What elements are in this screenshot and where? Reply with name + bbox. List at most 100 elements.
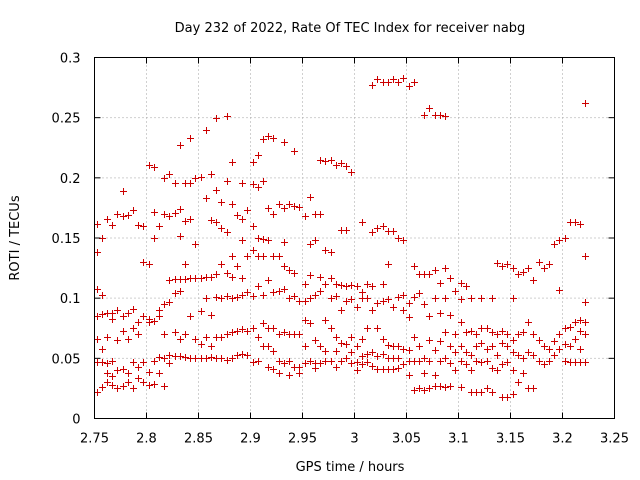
data-point [421, 370, 428, 377]
data-point [120, 188, 127, 195]
data-point [406, 83, 413, 90]
data-point [187, 180, 194, 187]
data-point [114, 367, 121, 374]
data-point [265, 205, 272, 212]
data-point [239, 326, 246, 333]
data-point [499, 263, 506, 270]
data-point [260, 292, 267, 299]
data-point [463, 329, 470, 336]
data-point [203, 334, 210, 341]
data-point [151, 318, 158, 325]
data-point [270, 135, 277, 142]
data-point [255, 184, 262, 191]
data-point [562, 358, 569, 365]
data-point [406, 347, 413, 354]
data-point [494, 352, 501, 359]
data-point [161, 301, 168, 308]
data-point [213, 115, 220, 122]
data-point [478, 340, 485, 347]
data-point [135, 375, 142, 382]
data-point [359, 336, 366, 343]
data-point [364, 281, 371, 288]
data-point [468, 352, 475, 359]
data-point [400, 346, 407, 353]
data-point [473, 358, 480, 365]
data-point [530, 331, 537, 338]
data-point [224, 357, 231, 364]
data-point [484, 325, 491, 332]
data-point [312, 365, 319, 372]
data-point [140, 379, 147, 386]
data-point [270, 253, 277, 260]
data-point [525, 319, 532, 326]
data-point [140, 223, 147, 230]
data-point [224, 331, 231, 338]
data-point [203, 355, 210, 362]
data-point [452, 349, 459, 356]
data-point [312, 292, 319, 299]
y-tick-label: 0.1 [60, 292, 81, 307]
data-point [322, 247, 329, 254]
data-point [109, 358, 116, 365]
data-point [140, 259, 147, 266]
data-point [416, 358, 423, 365]
data-point [296, 364, 303, 371]
data-point [125, 336, 132, 343]
data-point [146, 369, 153, 376]
data-point [577, 346, 584, 353]
data-point [270, 325, 277, 332]
data-point [286, 295, 293, 302]
data-point [281, 329, 288, 336]
data-point [541, 265, 548, 272]
data-point [250, 325, 257, 332]
data-point [489, 295, 496, 302]
data-point [218, 261, 225, 268]
data-point [390, 366, 397, 373]
data-point [229, 253, 236, 260]
data-point [510, 367, 517, 374]
data-point [151, 164, 158, 171]
data-point [385, 261, 392, 268]
data-point [208, 274, 215, 281]
data-point [234, 263, 241, 270]
data-point [307, 272, 314, 279]
data-point [354, 359, 361, 366]
data-point [380, 351, 387, 358]
data-point [447, 360, 454, 367]
data-point [120, 383, 127, 390]
data-point [302, 281, 309, 288]
data-point [125, 310, 132, 317]
data-point [125, 212, 132, 219]
data-point [343, 283, 350, 290]
data-point [463, 349, 470, 356]
data-point [291, 148, 298, 155]
data-point [198, 308, 205, 315]
data-point [478, 325, 485, 332]
data-point [452, 288, 459, 295]
data-point [348, 296, 355, 303]
data-point [146, 382, 153, 389]
data-point [577, 328, 584, 335]
data-point [218, 225, 225, 232]
data-point [229, 274, 236, 281]
data-point [499, 361, 506, 368]
data-point [125, 370, 132, 377]
data-point [458, 296, 465, 303]
data-point [468, 328, 475, 335]
data-point [265, 237, 272, 244]
data-point [130, 385, 137, 392]
data-point [322, 358, 329, 365]
data-point [442, 113, 449, 120]
y-tick-label: 0.3 [60, 52, 81, 67]
data-point [172, 210, 179, 217]
y-axis-label: ROTI / TECUs [8, 195, 23, 280]
data-point [213, 271, 220, 278]
data-point [99, 311, 106, 318]
data-point [239, 216, 246, 223]
data-point [317, 288, 324, 295]
data-point [395, 235, 402, 242]
data-point [380, 223, 387, 230]
data-point [104, 216, 111, 223]
data-point [338, 282, 345, 289]
data-point [374, 325, 381, 332]
